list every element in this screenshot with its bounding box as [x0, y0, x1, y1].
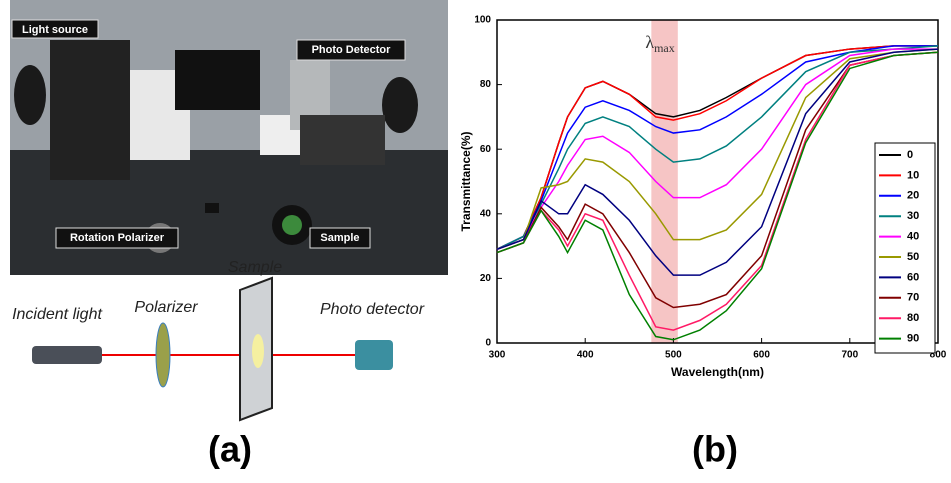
panel-label: (a)	[208, 429, 252, 470]
y-tick-label: 60	[480, 144, 492, 155]
photo: Light source Photo Detector Rotation Pol…	[10, 0, 448, 275]
light-source	[32, 346, 102, 364]
polarizer	[155, 322, 171, 388]
series-line	[496, 45, 938, 251]
y-tick-label: 100	[474, 15, 491, 26]
y-tick-label: 80	[480, 79, 492, 90]
series-line	[496, 45, 938, 251]
series-line	[496, 45, 939, 251]
annotation: λmax	[645, 32, 674, 55]
x-tick-label: 700	[841, 350, 858, 361]
x-tick-label: 400	[577, 350, 594, 361]
series-line	[496, 51, 939, 341]
legend-label: 10	[907, 169, 919, 181]
y-tick-label: 0	[485, 338, 491, 349]
legend-label: 60	[907, 271, 919, 283]
x-tick-label: 600	[753, 350, 770, 361]
x-tick-label: 300	[489, 350, 506, 361]
annotation-subscript: max	[654, 41, 675, 55]
legend-label: 70	[907, 292, 919, 304]
x-axis-title: Wavelength(nm)	[671, 365, 764, 379]
panel-label: (b)	[692, 429, 738, 470]
annotation-symbol: λ	[645, 32, 654, 52]
legend-label: 0	[907, 149, 913, 161]
y-tick-label: 20	[480, 273, 492, 284]
photo-label: Sample	[320, 232, 359, 244]
legend-label: 90	[907, 333, 919, 345]
series-line	[496, 48, 938, 251]
plot-frame	[496, 19, 939, 344]
y-tick-label: 40	[480, 208, 492, 219]
diagram: Incident light Polarizer Sample Photo de…	[12, 259, 425, 422]
photo-label: Photo Detector	[312, 44, 392, 56]
legend-label: 40	[907, 231, 919, 243]
legend-label: 50	[907, 251, 919, 263]
series-line	[496, 48, 939, 276]
series-line	[496, 51, 939, 309]
x-tick-label: 800	[930, 350, 947, 361]
detector	[355, 340, 393, 370]
diagram-label: Sample	[228, 259, 282, 276]
series-line	[496, 48, 939, 251]
diagram-label: Incident light	[12, 306, 102, 323]
sample-spot	[252, 334, 264, 368]
diagram-label: Photo detector	[320, 301, 425, 318]
photo-label: Rotation Polarizer	[70, 232, 165, 244]
legend-label: 30	[907, 210, 919, 222]
series-line	[496, 51, 939, 331]
y-axis-title: Transmittance(%)	[459, 131, 473, 231]
legend-label: 20	[907, 190, 919, 202]
x-tick-label: 500	[665, 350, 682, 361]
legend-label: 80	[907, 312, 919, 324]
photo-label: Light source	[22, 24, 88, 36]
diagram-label: Polarizer	[134, 299, 198, 316]
series-line	[496, 45, 938, 251]
